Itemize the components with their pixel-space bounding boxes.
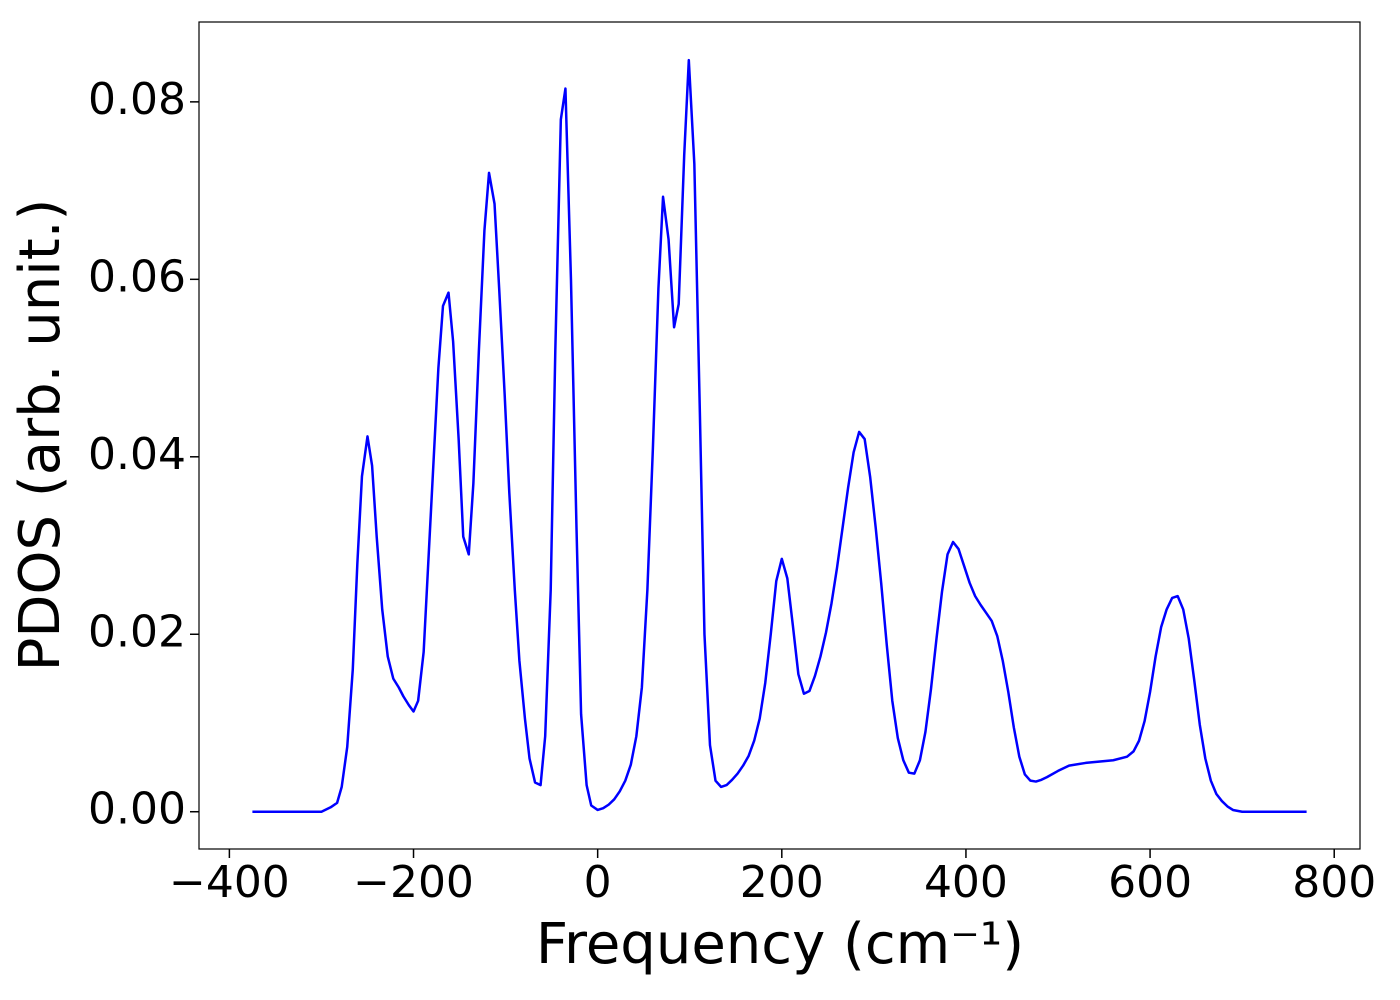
x-tick-label: 400 [924,857,1008,908]
x-tick-label: 600 [1108,857,1192,908]
y-tick-label: 0.06 [88,251,186,302]
y-axis-label: PDOS (arb. unit.) [8,199,73,672]
x-tick-label: −200 [353,857,474,908]
x-axis-label: Frequency (cm⁻¹) [536,912,1024,977]
pdos-line [252,58,1307,813]
y-tick-label: 0.04 [88,429,186,480]
x-tick-label: −400 [169,857,290,908]
plot-frame [198,21,1361,850]
x-tick-label: 800 [1292,857,1376,908]
y-tick-label: 0.08 [88,74,186,125]
x-tick-label: 0 [584,857,612,908]
y-tick-label: 0.02 [88,606,186,657]
x-tick-label: 200 [740,857,824,908]
y-tick-label: 0.00 [88,784,186,835]
